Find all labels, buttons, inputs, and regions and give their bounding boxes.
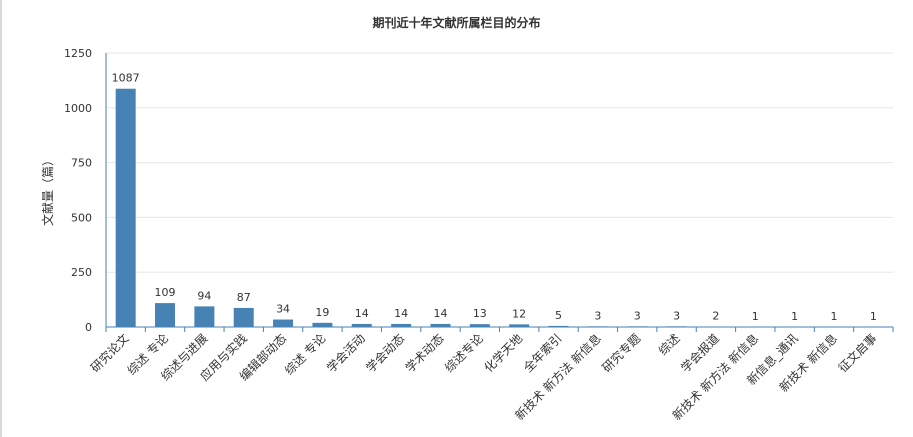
bar[interactable]: [509, 324, 530, 327]
data-label: 94: [197, 289, 211, 302]
data-label: 3: [673, 309, 680, 322]
x-tick-label: 学术动态: [402, 331, 447, 376]
data-label: 87: [237, 291, 251, 304]
y-tick-label: 1000: [64, 102, 92, 115]
x-tick-label: 综述专论: [441, 331, 486, 376]
grid-lines: [106, 52, 893, 273]
bar[interactable]: [391, 323, 412, 327]
data-label: 19: [315, 306, 329, 319]
x-tick-label: 综述 专论: [281, 331, 328, 378]
data-label: 12: [512, 307, 526, 320]
left-border: [0, 0, 2, 437]
bar[interactable]: [312, 322, 333, 327]
y-tick-label: 250: [71, 266, 92, 279]
bar[interactable]: [469, 324, 490, 327]
y-axis-label: 文献量（篇）: [40, 154, 55, 226]
x-tick-label: 综述: [656, 331, 683, 358]
data-label: 109: [155, 286, 176, 299]
bar[interactable]: [548, 325, 569, 327]
data-label: 5: [555, 309, 562, 322]
y-tick-label: 0: [85, 321, 92, 334]
data-labels: 1087 109 94 87 34 19 14 14 14 13 12 5 3 3 3 2 1 1 1 1: [112, 72, 877, 323]
x-tick-label: 化学天地: [481, 331, 526, 376]
bar[interactable]: [273, 319, 294, 327]
data-label: 3: [594, 309, 601, 322]
data-label: 1: [870, 310, 877, 323]
x-tick-label: 学会活动: [323, 331, 368, 376]
y-tick-label: 500: [71, 211, 92, 224]
data-label: 13: [473, 307, 487, 320]
data-label: 14: [394, 307, 408, 320]
data-label: 14: [433, 307, 447, 320]
bar[interactable]: [233, 307, 254, 327]
x-tick-label: 研究专题: [599, 331, 644, 376]
y-tick-label: 1250: [64, 47, 92, 60]
y-tick-label: 750: [71, 157, 92, 170]
bar[interactable]: [115, 88, 136, 327]
bar[interactable]: [194, 306, 215, 327]
bar[interactable]: [351, 323, 372, 327]
x-tick-label: 学会动态: [363, 331, 408, 376]
data-label: 34: [276, 303, 290, 316]
data-label: 1087: [112, 72, 140, 85]
chart-title: 期刊近十年文献所属栏目的分布: [372, 16, 541, 30]
data-label: 1: [752, 310, 759, 323]
x-tick-label: 征文启事: [835, 331, 880, 376]
data-label: 1: [830, 310, 837, 323]
y-axis: 0 250 500 750 1000 1250: [64, 47, 107, 334]
data-label: 3: [634, 309, 641, 322]
bars: [115, 88, 884, 327]
data-label: 1: [791, 310, 798, 323]
data-label: 2: [712, 310, 719, 323]
bar[interactable]: [430, 323, 451, 327]
data-label: 14: [355, 307, 369, 320]
bar[interactable]: [155, 303, 176, 327]
